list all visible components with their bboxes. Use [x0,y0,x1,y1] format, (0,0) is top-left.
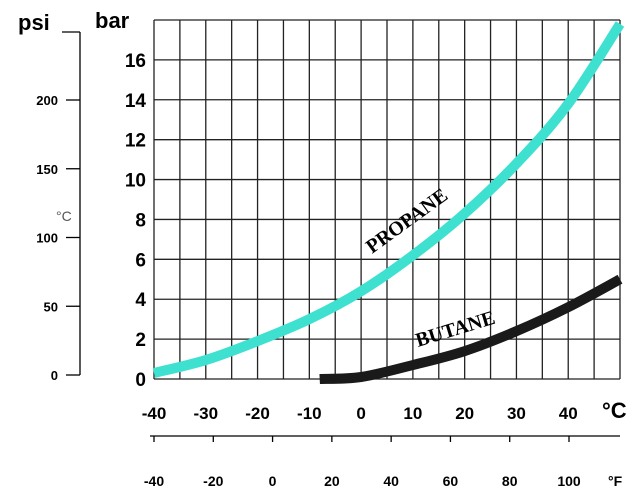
psi-tick-label: 0 [51,368,58,383]
x-tick-label: 10 [403,404,422,423]
y-tick-label: 12 [125,131,146,152]
series-line-propane [152,21,625,378]
psi-tick-label: 150 [36,162,58,177]
y-tick-label: 0 [135,370,146,391]
fahrenheit-tick-label: 60 [443,473,459,489]
y-tick-label: 10 [125,171,146,192]
y-tick-label: 4 [135,290,146,311]
grid [153,19,621,380]
psi-tick-label: 100 [36,231,58,246]
x-tick-label: 0 [356,404,365,423]
psi-axis-inline-label: °C [56,208,72,224]
y-tick-label: 8 [135,210,146,231]
fahrenheit-tick-label: -20 [203,473,223,489]
fahrenheit-tick-label: 20 [324,473,340,489]
fahrenheit-tick-label: 100 [557,473,581,489]
x-tick-label: 40 [559,404,578,423]
x-tick-label: 20 [455,404,474,423]
series-line-butane [319,274,623,384]
x-tick-label: -10 [297,404,322,423]
fahrenheit-axis-label: °F [608,473,623,489]
y-tick-label: 6 [135,250,146,271]
fahrenheit-tick-label: 80 [502,473,518,489]
labels: 0 2 4 6 8 10 12 14 16 -40 -30 -20 -10 0 10 20 30 40 -40 -20… [36,31,620,489]
fahrenheit-tick-label: 0 [269,473,277,489]
y-tick-label: 2 [135,330,146,351]
x-tick-label: -40 [142,404,167,423]
fahrenheit-tick-label: 40 [383,473,399,489]
curves [152,21,625,384]
x-axis-label: °C [602,398,627,423]
y-tick-label: 16 [125,51,146,72]
x-tick-label: -30 [193,404,218,423]
x-tick-label: 30 [507,404,526,423]
psi-tick-label: 200 [36,93,58,108]
fahrenheit-tick-label: -40 [144,473,164,489]
y-tick-label: 14 [125,91,147,112]
x-tick-label: -20 [245,404,270,423]
y-axis-label: bar [95,8,130,33]
psi-axis-label: psi [18,10,50,35]
psi-tick-label: 50 [44,299,58,314]
